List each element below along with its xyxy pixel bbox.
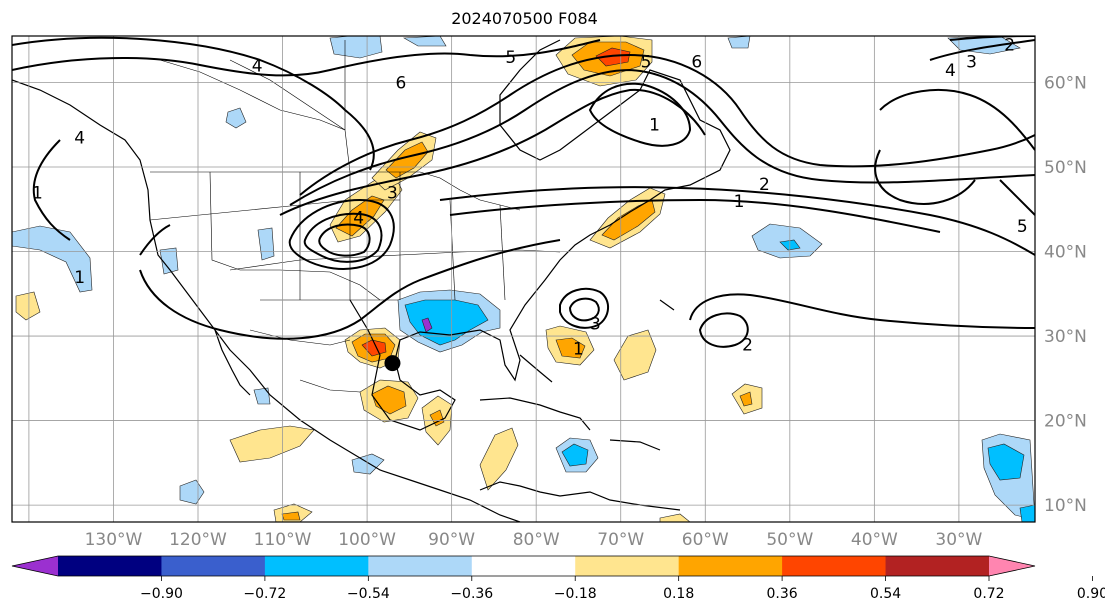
colorbar-segment [471,556,576,576]
contour-label: 1 [74,268,85,288]
longitude-label: 90°W [428,530,475,550]
colorbar-tick-label: −0.54 [347,586,390,602]
colorbar-outline [11,555,1036,577]
graticule [12,36,1035,522]
colorbar-high-extend [989,556,1035,576]
coastlines [12,39,731,522]
latitude-label: 40°N [1044,243,1087,263]
colorbar-segment [885,556,990,576]
colorbar-tick-label: 0.90 [1077,586,1105,602]
colorbar-tick-label: 0.36 [767,586,798,602]
contour-label: 2 [759,175,770,195]
contour-label: 3 [387,183,398,203]
latitude-label: 30°N [1044,327,1087,347]
contour-label: 1 [649,116,660,136]
colorbar-low-extend [12,556,58,576]
colorbar-tick-label: −0.36 [450,586,493,602]
map-title: 2024070500 F084 [451,9,598,28]
contour-lines [12,36,1035,348]
colorbar-segment [678,556,783,576]
longitude-label: 60°W [682,530,729,550]
colorbar-tick-label: −0.90 [140,586,183,602]
contour-label: 5 [1017,217,1028,237]
colorbar-segment [264,556,369,576]
contour-label: 1 [32,183,43,203]
longitude-labels: 130°W 120°W 110°W 100°W 90°W 80°W 70°W 60°W 50°W… [85,530,983,550]
anomaly-shading [12,36,1035,522]
longitude-label: 70°W [597,530,644,550]
storm-center-marker [384,355,401,372]
contour-label: 6 [395,73,406,93]
colorbar: −0.90 −0.72 −0.54 −0.36 −0.18 0.18 0.36 0.54 0.7… [11,555,1105,602]
longitude-label: 100°W [338,530,396,550]
colorbar-segment [58,556,162,576]
colorbar-tick-label: 0.72 [973,586,1004,602]
colorbar-tick-label: −0.18 [554,586,597,602]
contour-label: 3 [590,314,601,334]
longitude-label: 50°W [766,530,813,550]
contour-label: 4 [353,209,364,229]
latitude-label: 10°N [1044,496,1087,516]
contour-label: 6 [691,52,702,72]
colorbar-tick-label: −0.72 [243,586,286,602]
colorbar-segment [161,556,266,576]
colorbar-segment [782,556,887,576]
contour-label: 2 [742,336,753,356]
contour-label: 5 [641,52,652,72]
map-area [12,36,1035,522]
longitude-label: 120°W [169,530,227,550]
colorbar-tick-label: 0.18 [663,586,694,602]
contour-label: 5 [505,48,516,68]
contour-label: 1 [573,340,584,360]
contour-label: 4 [945,61,956,81]
contour-label: 4 [252,57,263,77]
longitude-label: 110°W [254,530,312,550]
colorbar-segment [575,556,680,576]
longitude-label: 30°W [935,530,982,550]
contour-label: 4 [74,128,85,148]
colorbar-tick-label: 0.54 [870,586,901,602]
colorbar-segment [368,556,473,576]
longitude-label: 130°W [85,530,143,550]
longitude-label: 40°W [851,530,898,550]
latitude-label: 50°N [1044,158,1087,178]
contour-label: 2 [1004,35,1015,55]
latitude-label: 60°N [1044,73,1087,93]
contour-label: 3 [966,52,977,72]
longitude-label: 80°W [513,530,560,550]
latitude-label: 20°N [1044,412,1087,432]
contour-label: 1 [734,192,745,212]
latitude-labels: 10°N 20°N 30°N 40°N 50°N 60°N [1044,73,1087,516]
